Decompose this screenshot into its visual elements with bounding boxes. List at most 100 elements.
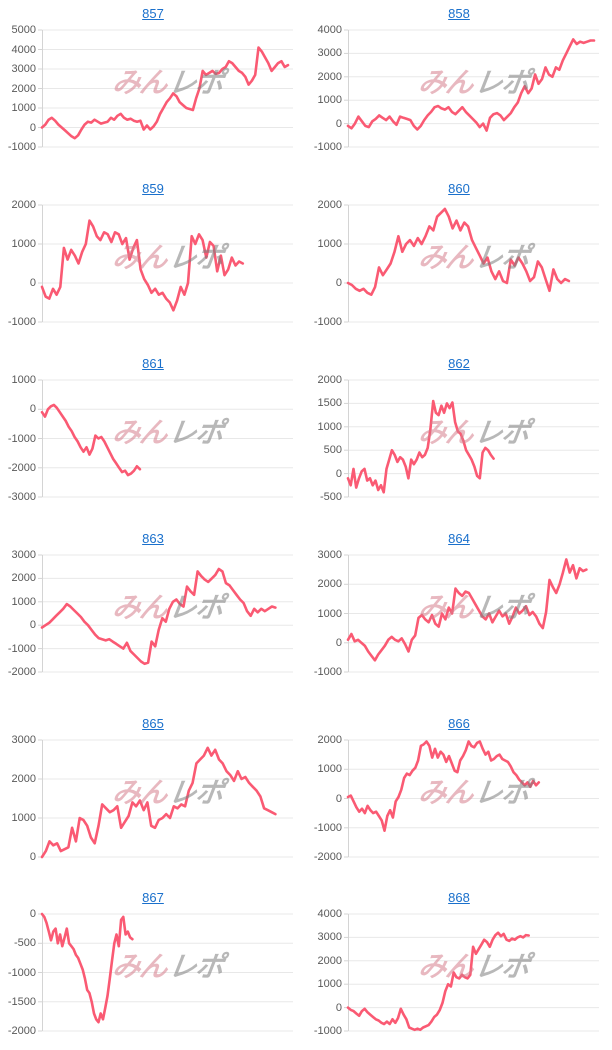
y-axis: 2000 1000 0 -1000 -2000 bbox=[306, 734, 344, 863]
data-line bbox=[346, 38, 596, 132]
chart-svg bbox=[344, 379, 599, 498]
chart-panel-867: 867 0 -500 -1000 -1500 -2000 みんレポ bbox=[0, 884, 306, 1050]
chart-title: 862 bbox=[306, 356, 612, 371]
y-axis-tick-label: 1500 bbox=[317, 397, 342, 410]
chart-link-863[interactable]: 863 bbox=[142, 531, 164, 546]
y-axis-tick-label: 2000 bbox=[11, 199, 36, 211]
y-axis-tick-label: -500 bbox=[319, 491, 342, 503]
y-axis-tick-label: 2000 bbox=[11, 82, 36, 95]
chart-link-860[interactable]: 860 bbox=[448, 181, 470, 196]
y-axis-tick-label: 0 bbox=[335, 1001, 342, 1014]
y-axis-tick-label: 0 bbox=[335, 467, 342, 480]
line-chart: みんレポ bbox=[38, 912, 293, 1032]
chart-svg bbox=[344, 913, 599, 1032]
chart-link-864[interactable]: 864 bbox=[448, 531, 470, 546]
line-chart: みんレポ bbox=[38, 554, 293, 673]
chart-panel-863: 863 3000 2000 1000 0 -1000 -2000 みんレポ bbox=[0, 525, 306, 700]
chart-title: 865 bbox=[0, 716, 306, 731]
line-chart: みんレポ bbox=[38, 739, 293, 859]
y-axis-tick-label: 0 bbox=[29, 277, 36, 289]
chart-link-866[interactable]: 866 bbox=[448, 716, 470, 731]
line-chart: みんレポ bbox=[38, 29, 293, 148]
y-axis-tick-label: 4000 bbox=[11, 43, 36, 56]
y-axis-tick-label: -1000 bbox=[313, 821, 342, 834]
y-axis-tick-label: -2000 bbox=[7, 666, 36, 678]
chart-panel-866: 866 2000 1000 0 -1000 -2000 みんレポ bbox=[306, 700, 612, 884]
chart-link-859[interactable]: 859 bbox=[142, 181, 164, 196]
chart-svg bbox=[38, 29, 293, 148]
y-axis-tick-label: 2000 bbox=[317, 734, 342, 746]
chart-title: 867 bbox=[0, 890, 306, 905]
chart-panel-861: 861 1000 0 -1000 -2000 -3000 みんレポ bbox=[0, 350, 306, 525]
y-axis-tick-label: -1000 bbox=[7, 642, 36, 655]
chart-link-858[interactable]: 858 bbox=[448, 6, 470, 21]
line-chart: みんレポ bbox=[344, 29, 599, 148]
y-axis-tick-label: 3000 bbox=[11, 63, 36, 75]
y-axis-tick-label: 0 bbox=[29, 851, 36, 863]
data-line bbox=[346, 207, 571, 296]
line-chart: みんレポ bbox=[344, 379, 599, 498]
y-axis-tick-label: 1000 bbox=[317, 607, 342, 620]
chart-link-861[interactable]: 861 bbox=[142, 356, 164, 371]
chart-svg bbox=[344, 739, 599, 858]
y-axis-tick-label: 1000 bbox=[317, 763, 342, 776]
data-line bbox=[346, 931, 530, 1032]
y-axis-tick-label: 0 bbox=[29, 908, 36, 920]
chart-title: 861 bbox=[0, 356, 306, 371]
line-chart: みんレポ bbox=[344, 739, 599, 858]
y-axis: 2000 1000 0 -1000 bbox=[306, 199, 344, 328]
chart-panel-857: 857 5000 4000 3000 2000 1000 0 -1000 みんレポ bbox=[0, 0, 306, 175]
y-axis: 2000 1000 0 -1000 bbox=[0, 199, 38, 328]
y-axis: 4000 3000 2000 1000 0 -1000 bbox=[306, 908, 344, 1037]
chart-svg bbox=[344, 554, 599, 673]
y-axis: 5000 4000 3000 2000 1000 0 -1000 bbox=[0, 24, 38, 153]
y-axis-tick-label: -1000 bbox=[313, 141, 342, 153]
chart-panel-868: 868 4000 3000 2000 1000 0 -1000 みんレポ bbox=[306, 884, 612, 1050]
data-line bbox=[346, 558, 588, 662]
chart-svg bbox=[38, 912, 293, 1032]
y-axis: 2000 1500 1000 500 0 -500 bbox=[306, 374, 344, 503]
y-axis-tick-label: -1000 bbox=[313, 1025, 342, 1037]
chart-svg bbox=[38, 379, 293, 498]
data-line bbox=[40, 403, 142, 477]
y-axis-tick-label: -3000 bbox=[7, 491, 36, 503]
data-line bbox=[40, 912, 134, 1024]
y-axis: 3000 2000 1000 0 bbox=[0, 734, 38, 863]
y-axis-tick-label: -2000 bbox=[313, 851, 342, 863]
y-axis-tick-label: 0 bbox=[29, 619, 36, 632]
y-axis-tick-label: 1000 bbox=[11, 374, 36, 386]
y-axis-tick-label: 2000 bbox=[317, 578, 342, 591]
y-axis-tick-label: -1000 bbox=[313, 666, 342, 678]
chart-link-867[interactable]: 867 bbox=[142, 890, 164, 905]
y-axis-tick-label: 4000 bbox=[317, 908, 342, 920]
y-axis-tick-label: 0 bbox=[29, 403, 36, 416]
y-axis-tick-label: -1000 bbox=[7, 141, 36, 153]
y-axis-tick-label: -500 bbox=[13, 937, 36, 950]
chart-link-857[interactable]: 857 bbox=[142, 6, 164, 21]
y-axis-tick-label: 2000 bbox=[11, 773, 36, 785]
chart-title: 860 bbox=[306, 181, 612, 196]
y-axis-tick-label: -2000 bbox=[7, 461, 36, 474]
y-axis-tick-label: 0 bbox=[335, 792, 342, 805]
chart-link-862[interactable]: 862 bbox=[448, 356, 470, 371]
chart-panel-859: 859 2000 1000 0 -1000 みんレポ bbox=[0, 175, 306, 350]
y-axis-tick-label: -2000 bbox=[7, 1025, 36, 1037]
chart-link-868[interactable]: 868 bbox=[448, 890, 470, 905]
y-axis-tick-label: 1000 bbox=[11, 102, 36, 114]
chart-link-865[interactable]: 865 bbox=[142, 716, 164, 731]
y-axis-tick-label: 3000 bbox=[317, 47, 342, 60]
chart-svg bbox=[38, 554, 293, 673]
chart-title: 864 bbox=[306, 531, 612, 546]
chart-svg bbox=[344, 29, 599, 148]
y-axis-tick-label: -1000 bbox=[7, 432, 36, 445]
data-line bbox=[40, 567, 277, 666]
line-chart: みんレポ bbox=[38, 204, 293, 323]
y-axis-tick-label: 1000 bbox=[11, 238, 36, 250]
chart-title: 858 bbox=[306, 6, 612, 21]
data-line bbox=[40, 746, 277, 859]
y-axis-tick-label: 2000 bbox=[317, 954, 342, 967]
y-axis-tick-label: 1000 bbox=[317, 420, 342, 433]
data-line bbox=[346, 740, 541, 832]
line-chart: みんレポ bbox=[344, 204, 599, 323]
chart-svg bbox=[38, 739, 293, 859]
